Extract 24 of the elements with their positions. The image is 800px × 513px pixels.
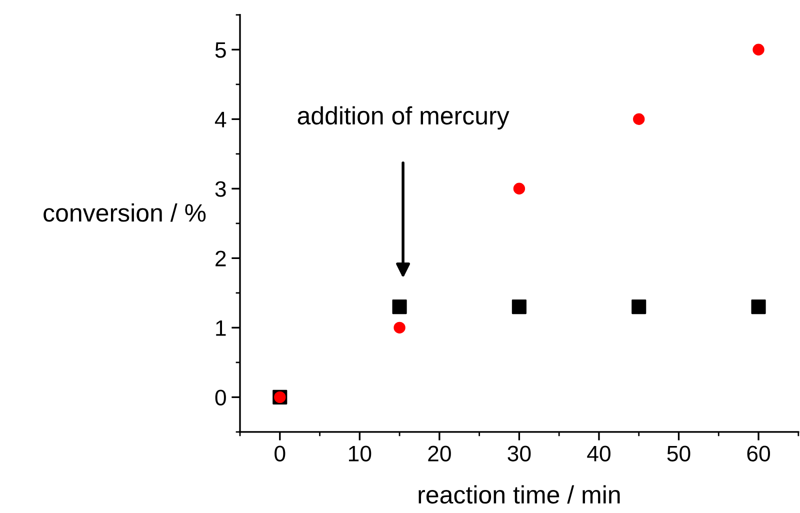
x-tick-label: 60 [747, 446, 770, 462]
point [632, 300, 646, 314]
y-tick-label: 0 [215, 390, 226, 406]
y-tick-label: 4 [214, 112, 226, 128]
x-tick-label: 50 [667, 446, 690, 462]
x-tick-label: 40 [587, 446, 610, 462]
x-tick-label: 0 [274, 446, 286, 462]
y-tick-label: 3 [215, 181, 226, 197]
point [751, 300, 766, 314]
y-axis-title: conversion / % [44, 203, 206, 222]
x-tick-label: 10 [348, 446, 372, 462]
x-tick-label: 20 [428, 446, 451, 462]
point [513, 182, 526, 194]
y-tick-label: 1 [216, 320, 226, 336]
point [394, 322, 406, 334]
point [752, 44, 764, 56]
point [512, 300, 526, 314]
annotation: addition of mercury [298, 106, 510, 130]
y-tick-label: 2 [216, 250, 226, 266]
point [392, 300, 407, 314]
y-tick-label: 5 [215, 42, 226, 58]
x-tick-label: 30 [508, 446, 531, 462]
point [633, 113, 645, 125]
x-axis-title: reaction time / min [418, 485, 620, 504]
